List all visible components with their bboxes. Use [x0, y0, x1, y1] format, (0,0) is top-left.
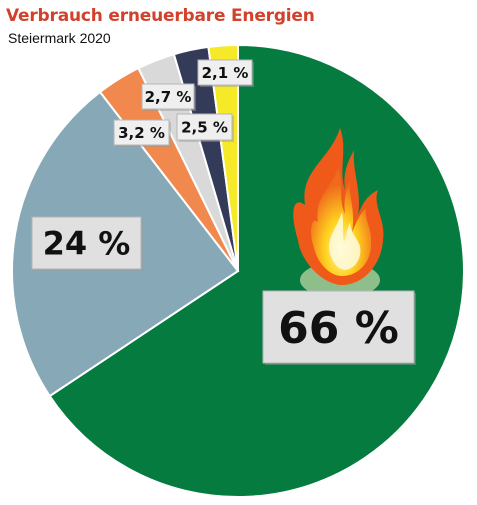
- slice-label-text: 24 %: [43, 225, 131, 263]
- slice-label-text: 2,1 %: [202, 64, 249, 82]
- slice-label: 2,7 %: [141, 83, 196, 111]
- slice-label-text: 66 %: [278, 303, 399, 354]
- chart-subtitle: Steiermark 2020: [8, 30, 111, 46]
- slice-label: 24 %: [31, 216, 143, 271]
- flame-icon: [293, 128, 384, 298]
- pie-slice: [207, 43, 239, 272]
- slice-label-text: 2,5 %: [181, 118, 228, 136]
- slice-label: 3,2 %: [113, 119, 171, 147]
- slice-label-text: 3,2 %: [118, 124, 165, 142]
- slice-label-text: 2,7 %: [145, 88, 192, 106]
- slice-label: 66 %: [262, 290, 416, 365]
- pie-slice: [48, 43, 465, 498]
- slice-label: 2,5 %: [176, 113, 234, 142]
- slice-label: 2,1 %: [197, 59, 254, 87]
- chart-title: Verbrauch erneuerbare Energien: [6, 6, 315, 26]
